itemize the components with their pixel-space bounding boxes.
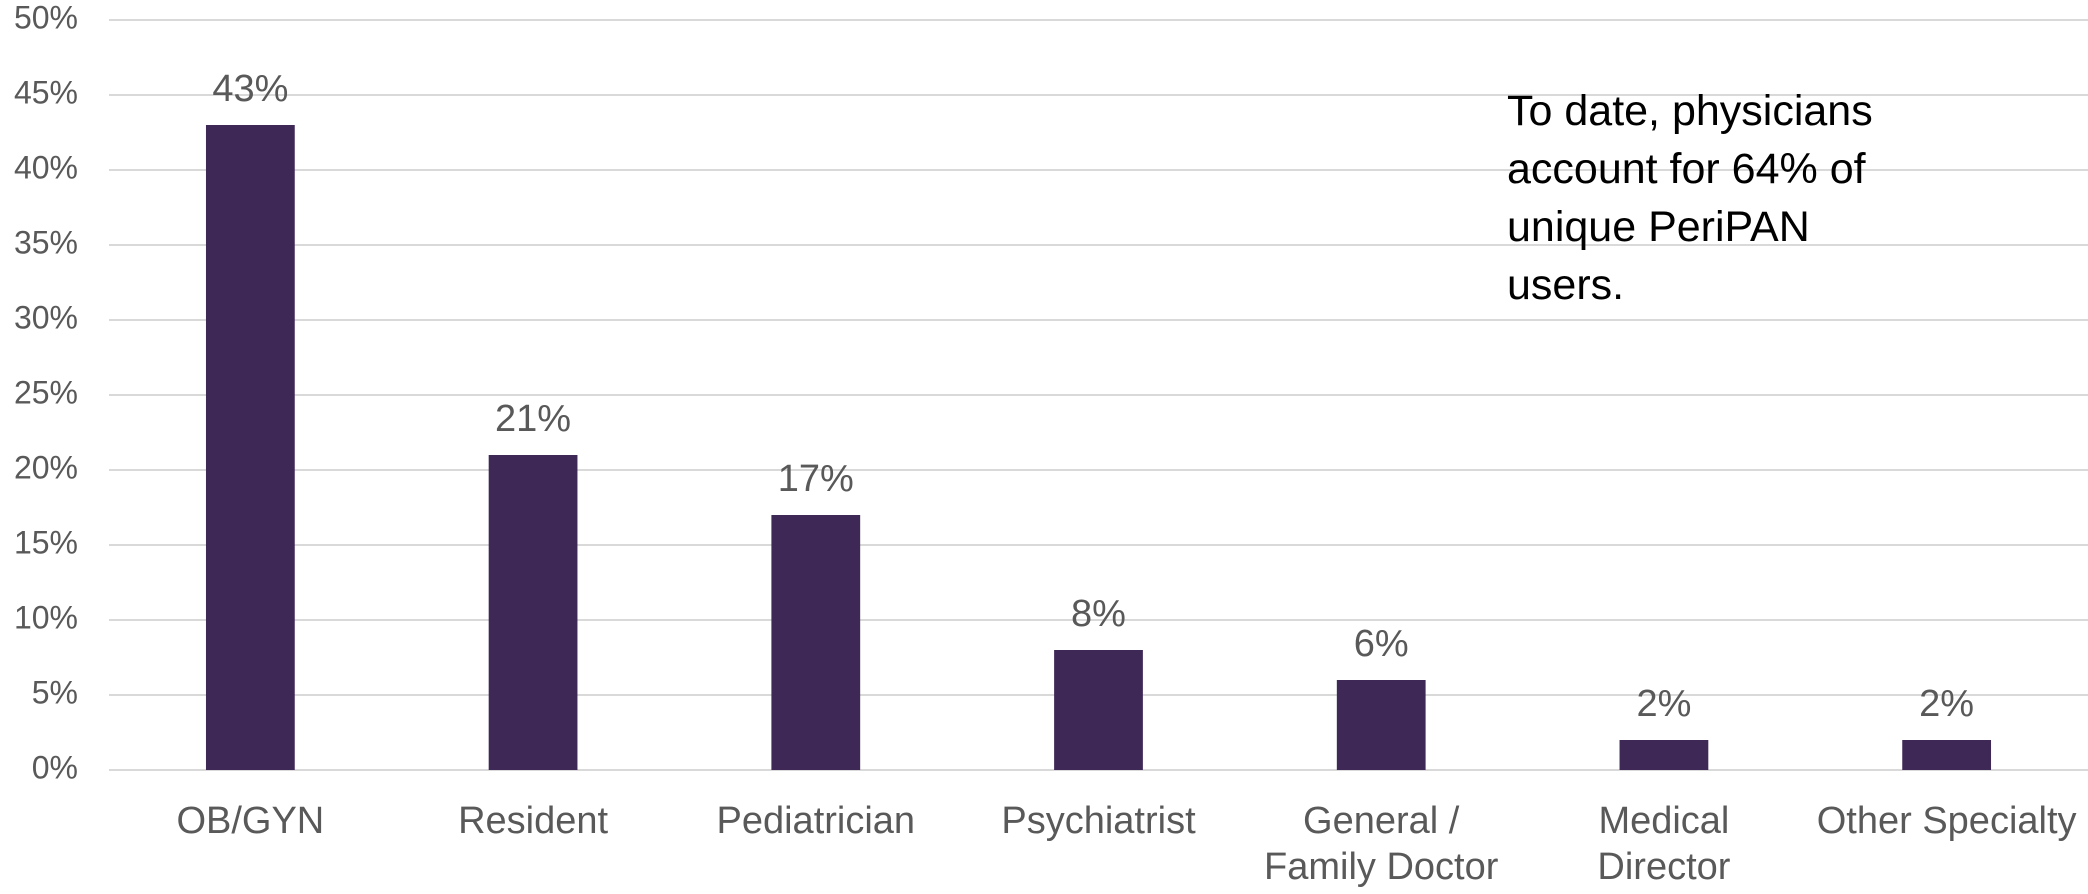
- bar: [1619, 740, 1709, 770]
- data-label: 43%: [212, 68, 288, 110]
- y-tick-label: 15%: [14, 524, 78, 560]
- x-tick-label: Pediatrician: [716, 800, 916, 842]
- data-label: 2%: [1919, 683, 1974, 725]
- x-tick-label: OB/GYN: [176, 800, 325, 842]
- bar: [1336, 680, 1426, 770]
- data-label: 21%: [495, 398, 571, 440]
- data-label: 6%: [1354, 623, 1409, 665]
- bar: [771, 515, 861, 770]
- y-tick-label: 30%: [14, 299, 78, 335]
- y-tick-label: 5%: [32, 674, 78, 710]
- x-tick-label: Psychiatrist: [1001, 800, 1196, 842]
- y-tick-label: 45%: [14, 74, 78, 110]
- y-tick-label: 10%: [14, 599, 78, 635]
- bar: [1054, 650, 1143, 770]
- data-label: 2%: [1636, 683, 1691, 725]
- x-tick-label: Medical Director: [1597, 800, 1731, 888]
- x-tick-label: General / Family Doctor: [1264, 800, 1499, 888]
- y-tick-label: 35%: [14, 224, 78, 260]
- bar: [488, 455, 578, 770]
- x-tick-label: Resident: [458, 800, 609, 842]
- data-label: 17%: [778, 458, 854, 500]
- y-tick-label: 25%: [14, 374, 78, 410]
- annotation: To date, physicians account for 64% of u…: [1507, 87, 1873, 309]
- bar: [1902, 740, 1992, 770]
- y-tick-label: 0%: [32, 749, 78, 785]
- y-tick-label: 20%: [14, 449, 78, 485]
- y-tick-label: 50%: [14, 0, 78, 35]
- x-tick-label: Other Specialty: [1816, 800, 2077, 842]
- bar: [205, 125, 295, 770]
- y-tick-label: 40%: [14, 149, 78, 185]
- data-label: 8%: [1071, 593, 1126, 635]
